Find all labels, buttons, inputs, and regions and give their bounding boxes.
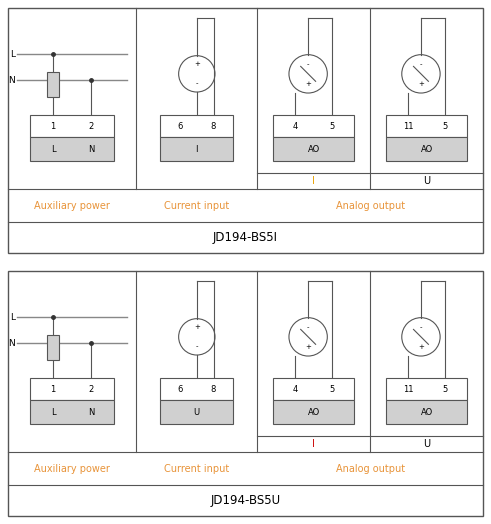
Text: -: - [195, 80, 198, 86]
Text: N: N [8, 339, 15, 348]
Bar [273, 115, 355, 137]
Text: AO: AO [308, 408, 320, 417]
Bar [30, 115, 114, 137]
Text: JD194-BS5U: JD194-BS5U [211, 494, 280, 507]
Bar [8, 271, 483, 516]
Text: AO: AO [420, 145, 433, 154]
Text: -: - [420, 324, 422, 330]
Bar [30, 400, 114, 424]
Text: Analog output: Analog output [336, 464, 405, 474]
Text: 11: 11 [403, 385, 413, 394]
Text: +: + [418, 81, 424, 87]
Bar [30, 378, 114, 400]
Text: L: L [51, 408, 55, 417]
Text: Current input: Current input [164, 201, 229, 211]
Bar [273, 400, 355, 424]
Text: AO: AO [420, 408, 433, 417]
Bar [161, 115, 233, 137]
Bar [386, 137, 467, 161]
Text: 4: 4 [293, 122, 298, 130]
Text: Auxiliary power: Auxiliary power [34, 464, 110, 474]
Text: L: L [51, 145, 55, 154]
Bar [47, 72, 59, 97]
Bar [161, 400, 233, 424]
Text: 1: 1 [50, 122, 55, 130]
Text: N: N [88, 145, 94, 154]
Bar [161, 137, 233, 161]
Text: 2: 2 [89, 122, 94, 130]
Text: 2: 2 [89, 385, 94, 394]
Text: +: + [194, 61, 200, 68]
Text: L: L [10, 313, 15, 322]
Text: 5: 5 [443, 385, 448, 394]
Bar [386, 378, 467, 400]
Text: U: U [423, 176, 430, 186]
Bar [47, 335, 59, 360]
Text: +: + [305, 344, 311, 350]
Text: N: N [88, 408, 94, 417]
Text: 6: 6 [177, 385, 183, 394]
Text: 6: 6 [177, 122, 183, 130]
Text: +: + [305, 81, 311, 87]
Text: Analog output: Analog output [336, 201, 405, 211]
Text: 5: 5 [330, 122, 335, 130]
Text: -: - [195, 343, 198, 350]
Text: I: I [312, 439, 315, 449]
Text: 1: 1 [50, 385, 55, 394]
Text: JD194-BS5I: JD194-BS5I [213, 231, 278, 244]
Text: 8: 8 [211, 122, 216, 130]
Bar [273, 137, 355, 161]
Text: 5: 5 [330, 385, 335, 394]
Text: U: U [194, 408, 200, 417]
Text: Auxiliary power: Auxiliary power [34, 201, 110, 211]
Text: 4: 4 [293, 385, 298, 394]
Text: N: N [8, 76, 15, 85]
Bar [8, 8, 483, 253]
Bar [386, 115, 467, 137]
Text: 8: 8 [211, 385, 216, 394]
Text: I: I [195, 145, 198, 154]
Text: -: - [307, 61, 309, 67]
Text: 11: 11 [403, 122, 413, 130]
Text: -: - [307, 324, 309, 330]
Text: -: - [420, 61, 422, 67]
Bar [273, 378, 355, 400]
Bar [161, 378, 233, 400]
Text: U: U [423, 439, 430, 449]
Bar [30, 137, 114, 161]
Text: +: + [418, 344, 424, 350]
Text: I: I [312, 176, 315, 186]
Bar [386, 400, 467, 424]
Text: Current input: Current input [164, 464, 229, 474]
Text: AO: AO [308, 145, 320, 154]
Text: 5: 5 [443, 122, 448, 130]
Text: +: + [194, 324, 200, 331]
Text: L: L [10, 50, 15, 59]
